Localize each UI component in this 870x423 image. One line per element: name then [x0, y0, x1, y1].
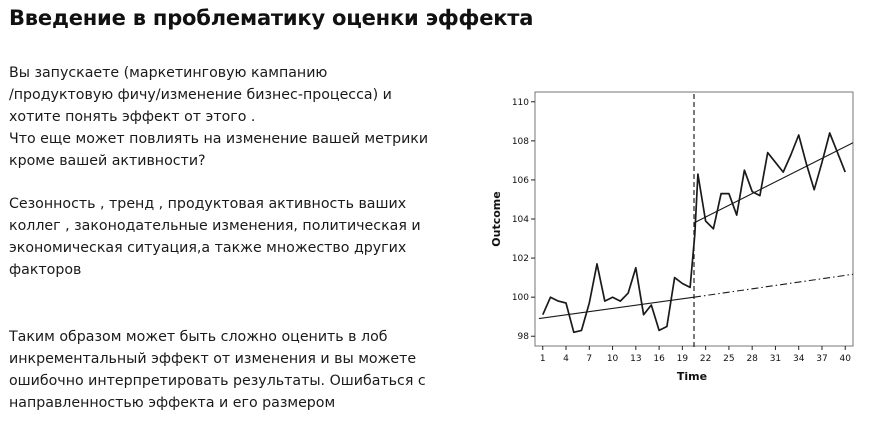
x-tick-label: 40 [840, 354, 852, 364]
x-tick-label: 34 [793, 354, 805, 364]
text-line: хотите понять эффект от этого . [9, 109, 256, 125]
y-tick-label: 108 [512, 137, 529, 147]
y-tick-label: 102 [512, 254, 529, 264]
y-tick-label: 106 [512, 176, 529, 186]
x-tick-label: 19 [677, 354, 689, 364]
text-line: Таким образом может быть сложно оценить … [9, 329, 388, 345]
intro-paragraph: Вы запускаете (маркетинговую кампанию /п… [9, 62, 449, 172]
text-line: направленностью эффекта и его размером [9, 395, 336, 411]
text-line: ошибочно интерпретировать результаты. Ош… [9, 373, 426, 389]
x-tick-label: 1 [540, 354, 546, 364]
text-line: факторов [9, 262, 82, 278]
factors-paragraph: Сезонность , тренд , продуктовая активно… [9, 193, 449, 281]
counterfactual-trend-line [693, 273, 853, 298]
interrupted-time-series-chart: 98 100 102 104 106 108 110 1 4 7 10 13 16 19 22 25 28 31 3… [485, 88, 865, 388]
x-tick-label: 16 [653, 354, 665, 364]
x-tick-label: 13 [630, 354, 641, 364]
x-tick-label: 37 [816, 354, 827, 364]
text-line: экономическая ситуация,а также множество… [9, 240, 407, 256]
x-tick-label: 25 [723, 354, 734, 364]
text-line: кроме вашей активности? [9, 153, 206, 169]
trend-line-1 [538, 296, 695, 320]
chart-svg: 98 100 102 104 106 108 110 1 4 7 10 13 16 19 22 25 28 31 3… [490, 91, 854, 383]
x-tick-label: 7 [586, 354, 592, 364]
text-line: коллег , законодательные изменения, поли… [9, 218, 421, 234]
y-tick-label: 98 [518, 332, 530, 342]
x-tick-label: 4 [563, 354, 569, 364]
text-line: /продуктовую фичу/изменение бизнес-проце… [9, 87, 392, 103]
x-tick-label: 31 [770, 354, 781, 364]
y-tick-label: 110 [512, 98, 529, 108]
x-tick-label: 28 [746, 354, 758, 364]
text-line: Сезонность , тренд , продуктовая активно… [9, 196, 407, 212]
trend-line-2 [693, 142, 853, 224]
x-axis-title: Time [677, 370, 707, 383]
outcome-series-line [542, 132, 846, 334]
y-axis-title: Outcome [490, 191, 503, 246]
x-tick-label: 10 [607, 354, 619, 364]
text-line: инкрементальный эффект от изменения и вы… [9, 351, 417, 367]
text-line: Вы запускаете (маркетинговую кампанию [9, 65, 328, 81]
x-tick-label: 22 [700, 354, 711, 364]
text-line: Что еще может повлиять на изменение ваше… [9, 131, 429, 147]
slide-title: Введение в проблематику оценки эффекта [9, 6, 534, 30]
conclusion-paragraph: Таким образом может быть сложно оценить … [9, 326, 449, 414]
y-tick-label: 104 [512, 215, 529, 225]
y-tick-label: 100 [512, 293, 529, 303]
